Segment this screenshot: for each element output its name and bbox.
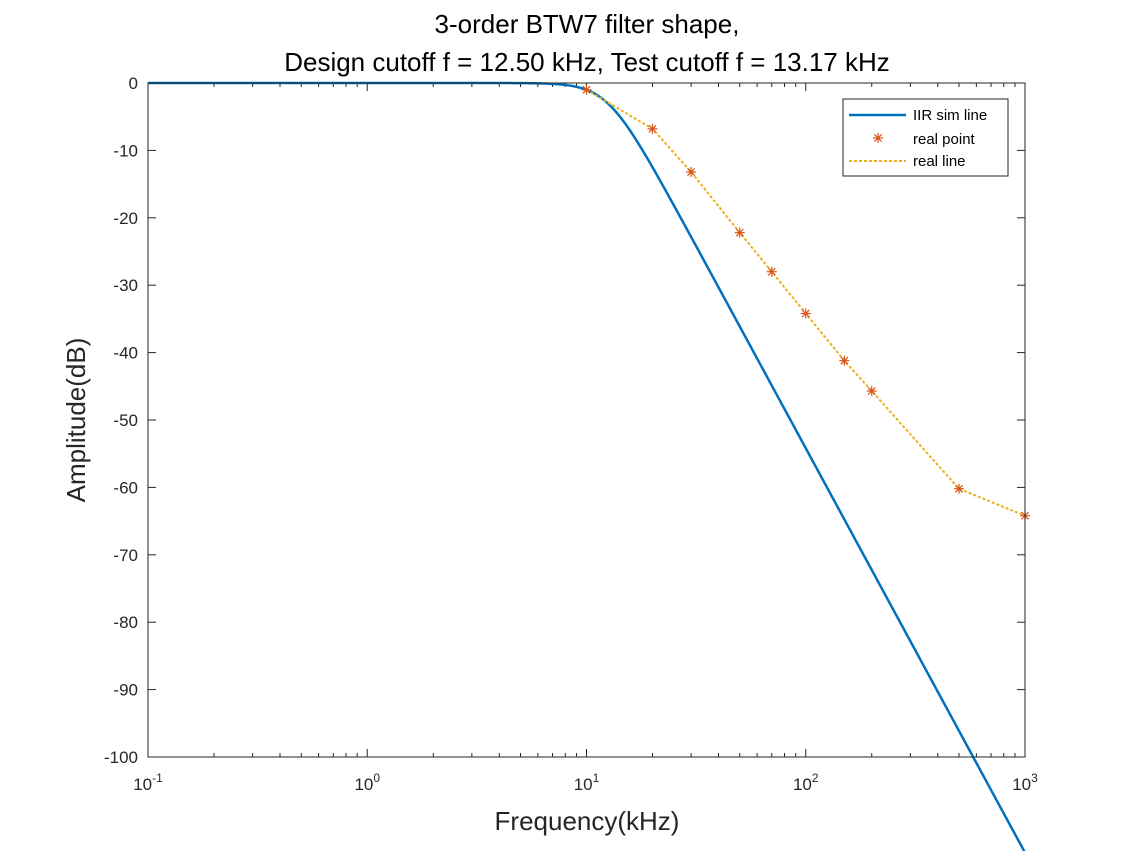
series-real-line [585, 88, 1026, 517]
y-tick-labels: 0 -10 -20 -30 -40 -50 -60 -70 -80 -90 -100 [104, 74, 138, 767]
real-point-marker [866, 386, 877, 397]
real-point-marker [647, 123, 658, 134]
chart-title-line-1: 3-order BTW7 filter shape, [435, 9, 740, 39]
y-tick-label: -10 [113, 141, 138, 160]
y-tick-label: -20 [113, 209, 138, 228]
real-point-marker [766, 266, 777, 277]
y-tick-label: -40 [113, 344, 138, 363]
legend-box [842, 98, 1009, 177]
x-tick-label: 100 [354, 771, 380, 794]
legend-real-point-swatch [873, 133, 883, 143]
legend-real-line-label: real line [913, 153, 966, 170]
plot-area [148, 83, 1025, 757]
x-tick-labels: 10-1 100 101 102 103 [133, 771, 1038, 794]
x-tick-label: 10-1 [133, 771, 163, 794]
real-point-marker [800, 308, 811, 319]
x-axis-label: Frequency(kHz) [495, 806, 680, 836]
real-point-marker [954, 483, 964, 494]
axis-ticks [147, 82, 1026, 758]
legend-sim-line-label: IIR sim line [913, 107, 987, 124]
y-tick-label: -70 [113, 546, 138, 565]
y-tick-label: -90 [113, 681, 138, 700]
y-tick-label: -60 [113, 478, 138, 497]
real-point-marker [734, 227, 745, 238]
x-tick-label: 103 [1012, 771, 1038, 794]
legend: IIR sim line real point real line [842, 98, 1009, 177]
y-tick-label: -80 [113, 613, 138, 632]
real-point-marker [839, 355, 850, 366]
chart-title-line-2: Design cutoff f = 12.50 kHz, Test cutoff… [284, 47, 890, 77]
real-point-marker [686, 166, 697, 177]
y-tick-label: -50 [113, 411, 138, 430]
x-tick-label: 101 [574, 771, 600, 794]
x-tick-label: 102 [793, 771, 819, 794]
y-tick-label: -30 [113, 276, 138, 295]
legend-real-point-label: real point [913, 131, 976, 148]
y-axis-label: Amplitude(dB) [61, 338, 91, 503]
real-point-marker [581, 84, 592, 95]
plot-frame [147, 82, 1026, 758]
y-tick-label: 0 [129, 74, 138, 93]
y-tick-label: -100 [104, 748, 138, 767]
